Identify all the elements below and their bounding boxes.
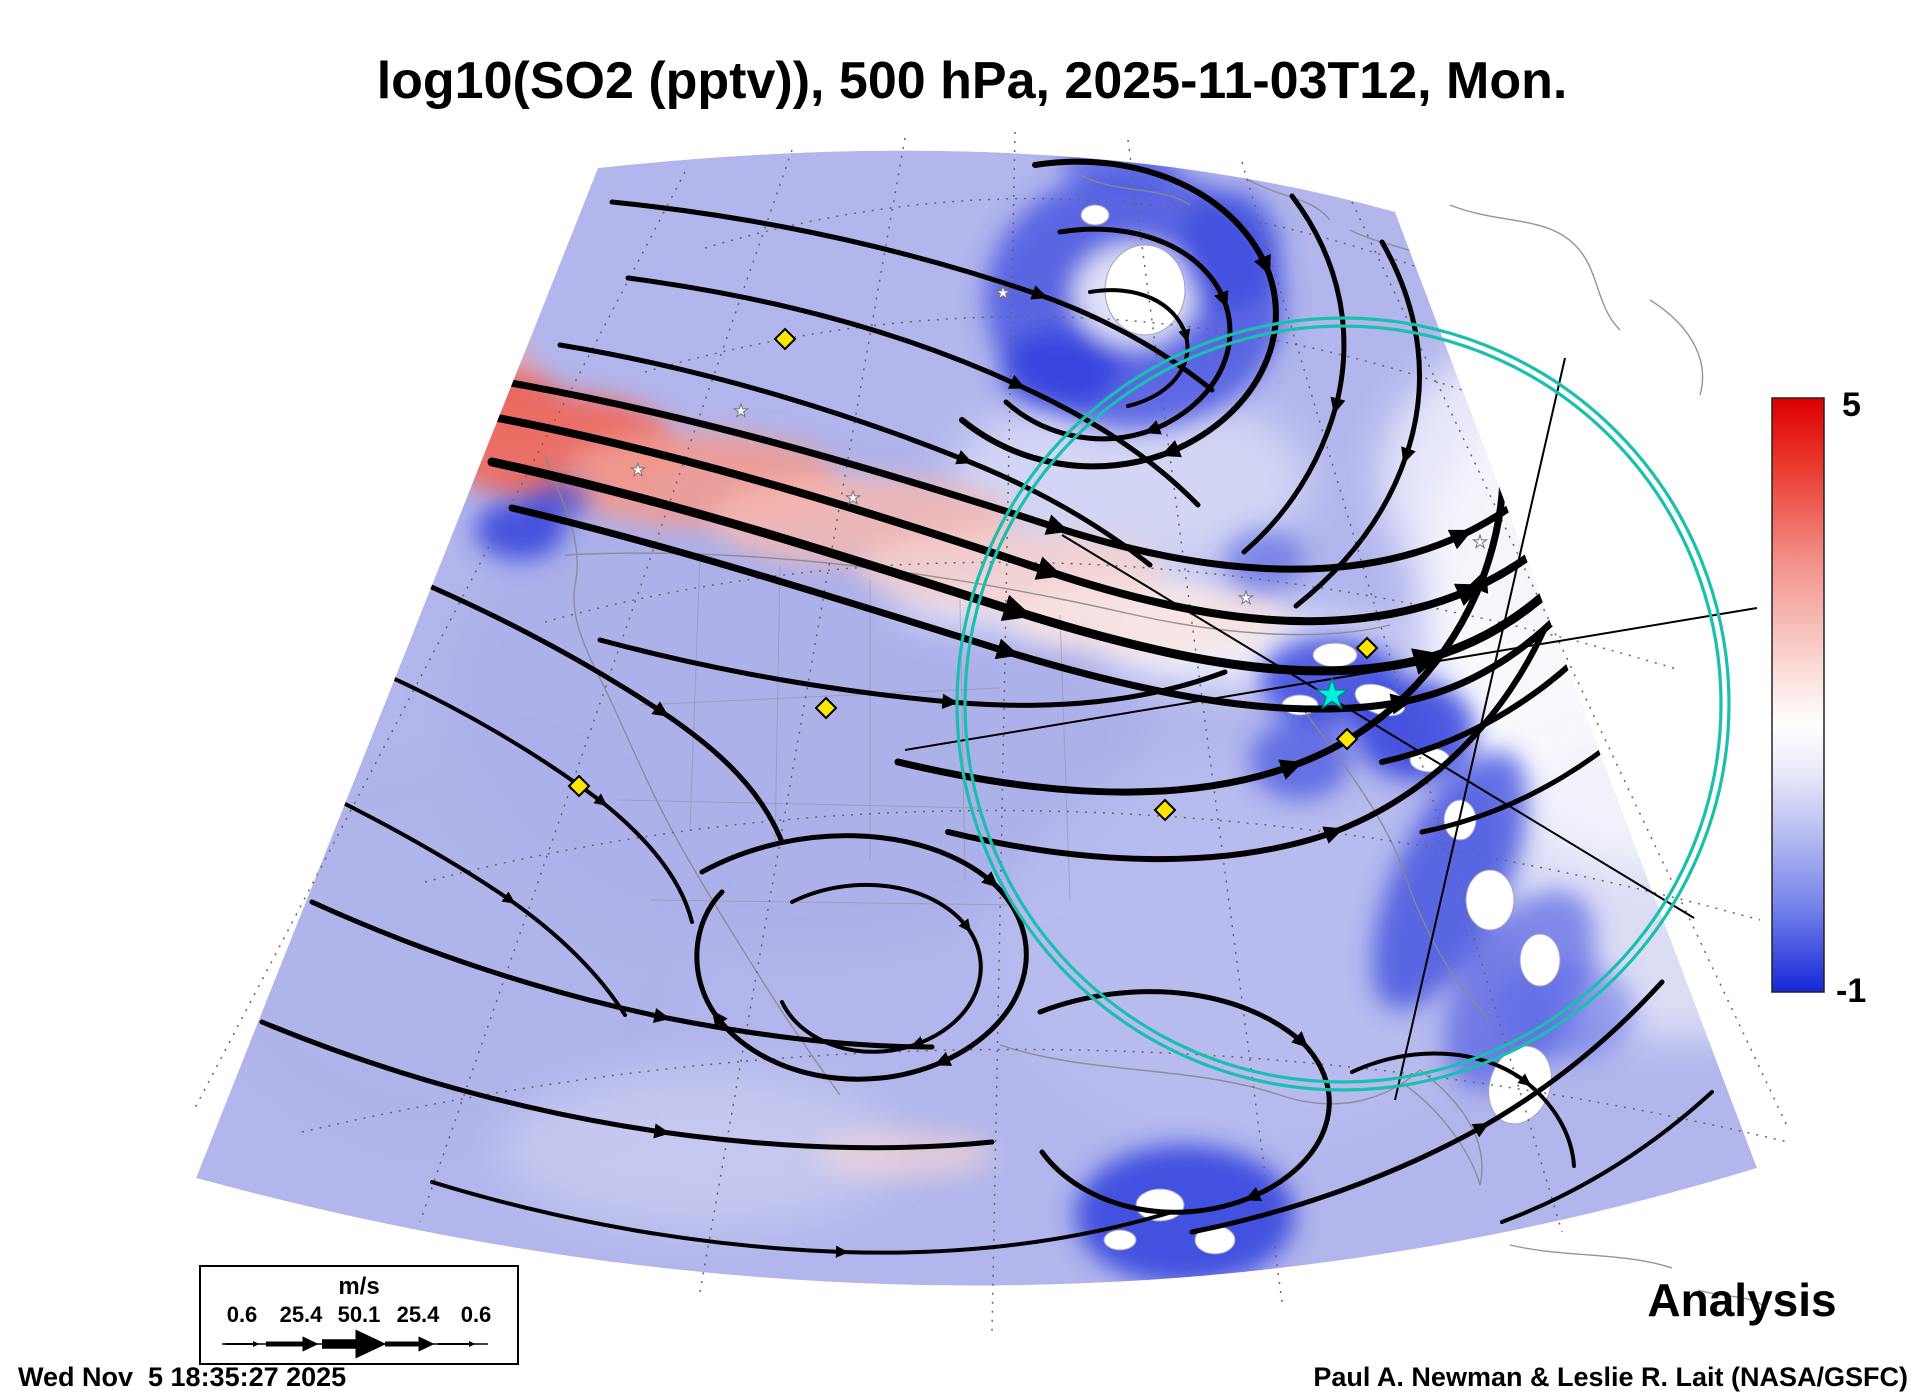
range-ring xyxy=(955,316,1731,1092)
analysis-label: Analysis xyxy=(1647,1274,1836,1326)
colorbar-min-label: -1 xyxy=(1836,972,1866,1010)
legend-units-label: m/s xyxy=(338,1273,379,1300)
cross-line xyxy=(1061,534,1695,919)
timestamp: Wed Nov 5 18:35:27 2025 xyxy=(18,1362,346,1392)
legend-tick: 50.1 xyxy=(338,1302,381,1327)
colorbar-gradient xyxy=(1771,397,1825,993)
outer-coastlines xyxy=(1449,204,1763,1306)
credit: Paul A. Newman & Leslie R. Lait (NASA/GS… xyxy=(1313,1362,1908,1392)
cross-line xyxy=(904,607,1758,751)
cross-line xyxy=(1394,357,1566,1101)
colorbar: 5 -1 xyxy=(1771,386,1866,1010)
colorbar-max-label: 5 xyxy=(1842,386,1861,424)
page-title: log10(SO2 (pptv)), 500 hPa, 2025-11-03T1… xyxy=(377,52,1568,110)
wind-speed-legend: m/s 0.6 25.4 50.1 25.4 0.6 xyxy=(199,1265,519,1365)
legend-tick: 25.4 xyxy=(397,1302,441,1327)
legend-tick: 25.4 xyxy=(280,1302,324,1327)
legend-tick: 0.6 xyxy=(461,1302,492,1327)
cross-lines xyxy=(904,357,1758,1101)
legend-tick: 0.6 xyxy=(227,1302,258,1327)
